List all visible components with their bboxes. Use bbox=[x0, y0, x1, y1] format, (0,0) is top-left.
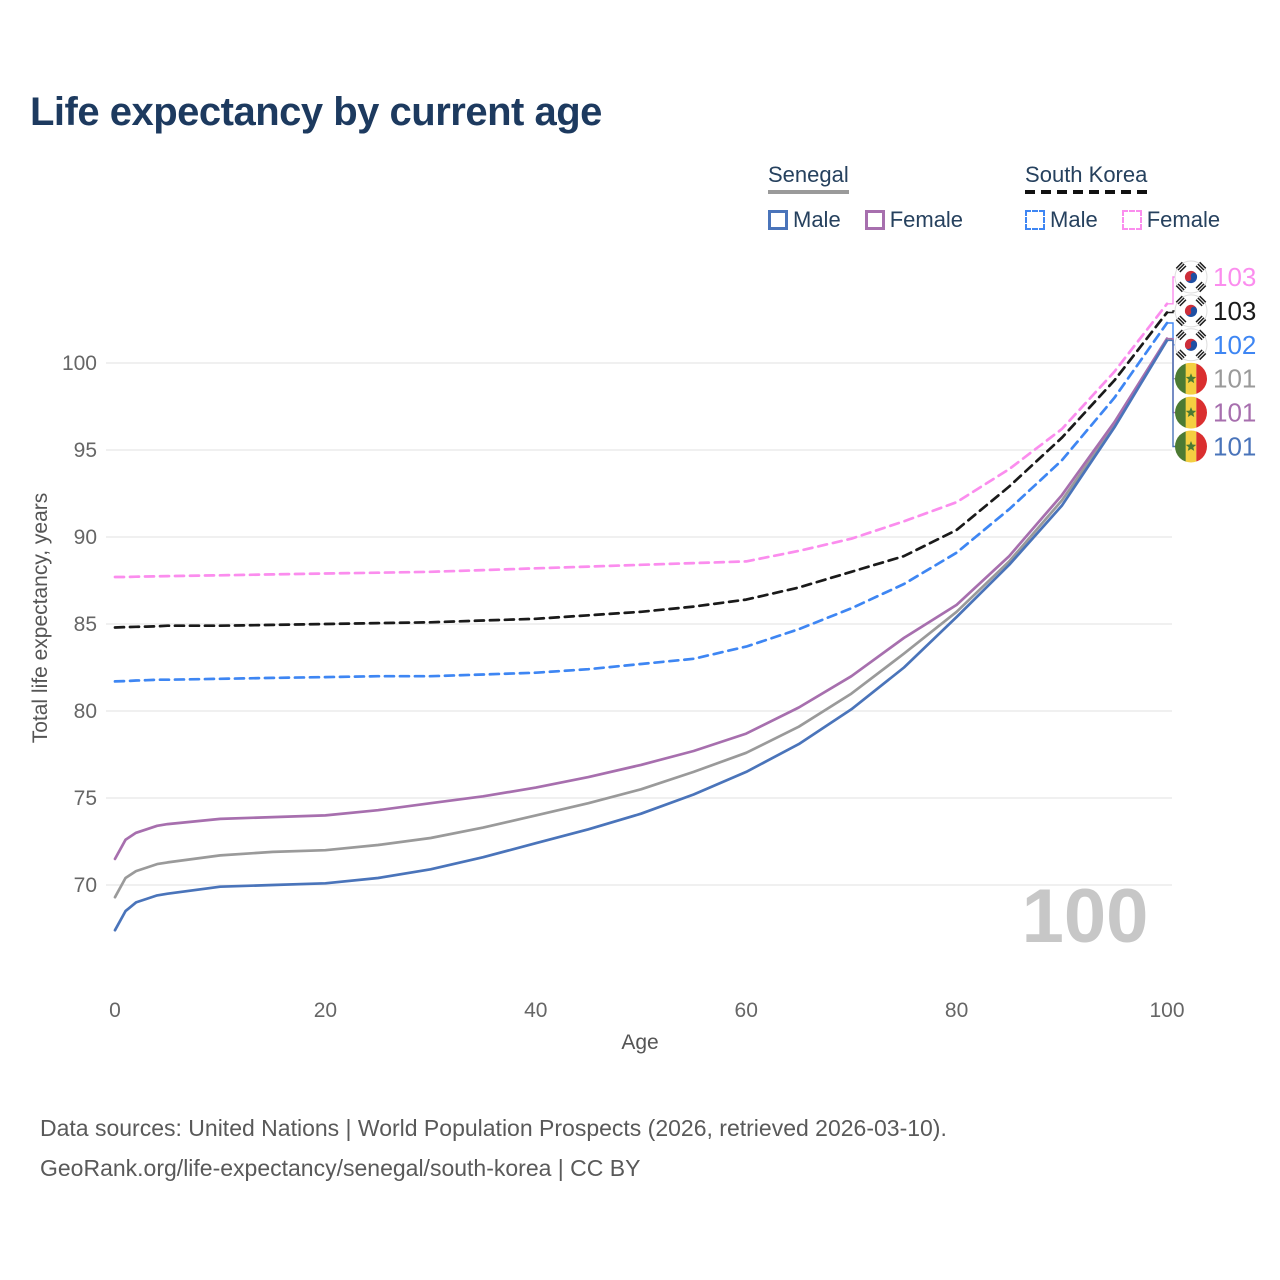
legend-label: Female bbox=[1146, 206, 1221, 232]
legend-item-senegal-female[interactable]: Female bbox=[864, 206, 964, 233]
page-title: Life expectancy by current age bbox=[30, 90, 602, 134]
y-axis-title: Total life expectancy, years bbox=[29, 493, 52, 744]
y-tick-label: 100 bbox=[62, 352, 97, 375]
y-tick-label: 80 bbox=[74, 700, 97, 723]
south-korea-dashed-line-swatch bbox=[1025, 190, 1148, 194]
y-tick-label: 70 bbox=[74, 874, 97, 897]
flag-south-korea-icon bbox=[1174, 260, 1208, 294]
south-korea-male-swatch-icon bbox=[1025, 209, 1046, 230]
south-korea-female-swatch-icon bbox=[1121, 209, 1142, 230]
end-label-value-senegal-both: 101 bbox=[1213, 364, 1256, 394]
x-tick-label: 20 bbox=[314, 999, 337, 1022]
line-senegal-female[interactable] bbox=[113, 337, 1169, 861]
age-counter-watermark: 100 bbox=[1022, 874, 1149, 959]
axis-tick-labels: 70 75 80 85 90 95 100 0 20 40 60 80 100 bbox=[62, 352, 1185, 1022]
end-label-value-senegal-female: 101 bbox=[1213, 398, 1256, 428]
footer: Data sources: United Nations | World Pop… bbox=[40, 1108, 947, 1188]
legend-heading-south-korea: South Korea bbox=[1025, 162, 1148, 198]
legend-item-south-korea-female[interactable]: Female bbox=[1121, 206, 1221, 233]
end-label-value-sk-male: 102 bbox=[1213, 330, 1256, 360]
legend-item-south-korea-male[interactable]: Male bbox=[1025, 207, 1098, 233]
x-axis-title: Age bbox=[621, 1031, 658, 1054]
legend: Senegal Male Female South Korea bbox=[768, 162, 1220, 233]
end-label-connector bbox=[1167, 339, 1177, 448]
legend-label: Male bbox=[1050, 206, 1098, 232]
end-label-value-sk-both: 103 bbox=[1213, 296, 1256, 326]
y-tick-label: 90 bbox=[74, 526, 97, 549]
flag-south-korea-icon bbox=[1174, 294, 1208, 328]
senegal-solid-line-swatch bbox=[768, 190, 849, 194]
y-tick-label: 85 bbox=[74, 613, 97, 636]
x-tick-label: 100 bbox=[1149, 999, 1184, 1022]
line-senegal-male[interactable] bbox=[113, 339, 1169, 932]
flag-senegal-icon bbox=[1175, 430, 1207, 463]
legend-heading-senegal: Senegal bbox=[768, 162, 849, 198]
legend-group-south-korea: South Korea Male Female bbox=[1025, 162, 1220, 233]
line-sk-male[interactable] bbox=[113, 321, 1169, 683]
y-tick-label: 95 bbox=[74, 439, 97, 462]
line-senegal-both[interactable] bbox=[113, 338, 1169, 899]
x-tick-label: 0 bbox=[109, 999, 121, 1022]
data-sources-text: Data sources: United Nations | World Pop… bbox=[40, 1115, 947, 1141]
flag-south-korea-icon bbox=[1174, 328, 1208, 362]
senegal-female-swatch-icon bbox=[864, 209, 885, 230]
series-lines bbox=[113, 302, 1169, 932]
x-tick-label: 60 bbox=[735, 999, 758, 1022]
x-tick-label: 80 bbox=[945, 999, 968, 1022]
line-sk-both[interactable] bbox=[113, 311, 1169, 629]
flag-senegal-icon bbox=[1175, 362, 1207, 395]
legend-item-senegal-male[interactable]: Male bbox=[768, 207, 841, 233]
legend-group-senegal: Senegal Male Female bbox=[768, 162, 963, 233]
line-sk-female[interactable] bbox=[113, 302, 1169, 579]
end-label-value-sk-female: 103 bbox=[1213, 262, 1256, 292]
y-tick-label: 75 bbox=[74, 787, 97, 810]
gridlines bbox=[106, 362, 1172, 886]
senegal-male-swatch-icon bbox=[768, 209, 788, 230]
flag-senegal-icon bbox=[1175, 396, 1207, 429]
legend-label: Male bbox=[793, 206, 841, 232]
attribution-text: GeoRank.org/life-expectancy/senegal/sout… bbox=[40, 1155, 641, 1181]
end-label-value-senegal-male: 101 bbox=[1213, 432, 1256, 462]
x-tick-label: 40 bbox=[524, 999, 547, 1022]
end-labels: 103 103 102 101 101 101 bbox=[1167, 260, 1256, 463]
legend-label: Female bbox=[889, 206, 964, 232]
